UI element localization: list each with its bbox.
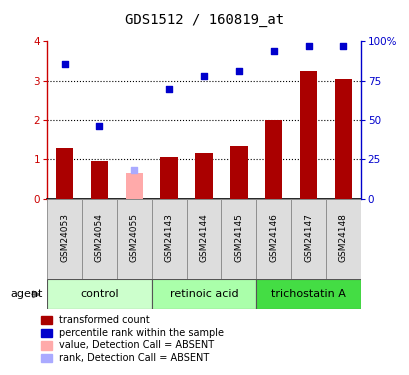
Text: agent: agent [10, 290, 43, 299]
Bar [151, 199, 186, 279]
Bar [229, 146, 247, 199]
Bar [221, 199, 256, 279]
Text: value, Detection Call = ABSENT: value, Detection Call = ABSENT [59, 340, 214, 350]
Point [96, 123, 103, 129]
Point [339, 43, 346, 49]
Bar [256, 279, 360, 309]
Text: GDS1512 / 160819_at: GDS1512 / 160819_at [125, 13, 284, 27]
Text: GSM24148: GSM24148 [338, 213, 347, 262]
Bar [56, 148, 73, 199]
Point [270, 48, 276, 54]
Bar [47, 279, 151, 309]
Text: GSM24145: GSM24145 [234, 213, 243, 262]
Point [131, 167, 137, 173]
Point [61, 61, 68, 67]
Text: rank, Detection Call = ABSENT: rank, Detection Call = ABSENT [59, 353, 209, 363]
Bar [160, 158, 178, 199]
Point [200, 73, 207, 79]
Bar [117, 199, 151, 279]
Text: control: control [80, 290, 119, 299]
Text: trichostatin A: trichostatin A [270, 290, 345, 299]
Text: GSM24054: GSM24054 [95, 213, 103, 262]
Point [305, 43, 311, 49]
Text: GSM24147: GSM24147 [303, 213, 312, 262]
Bar [325, 199, 360, 279]
Text: GSM24055: GSM24055 [130, 213, 138, 262]
Text: percentile rank within the sample: percentile rank within the sample [59, 328, 224, 338]
Bar [299, 71, 317, 199]
Bar [256, 199, 290, 279]
Text: GSM24053: GSM24053 [60, 213, 69, 262]
Bar [290, 199, 325, 279]
Bar [151, 279, 256, 309]
Bar [264, 120, 282, 199]
Bar [186, 199, 221, 279]
Bar [125, 173, 143, 199]
Bar [334, 79, 351, 199]
Bar [90, 161, 108, 199]
Bar [47, 199, 82, 279]
Text: GSM24146: GSM24146 [269, 213, 277, 262]
Bar [82, 199, 117, 279]
Point [235, 68, 242, 74]
Text: GSM24143: GSM24143 [164, 213, 173, 262]
Point [166, 86, 172, 92]
Bar [195, 153, 212, 199]
Text: retinoic acid: retinoic acid [169, 290, 238, 299]
Text: GSM24144: GSM24144 [199, 213, 208, 262]
Text: transformed count: transformed count [59, 315, 150, 325]
